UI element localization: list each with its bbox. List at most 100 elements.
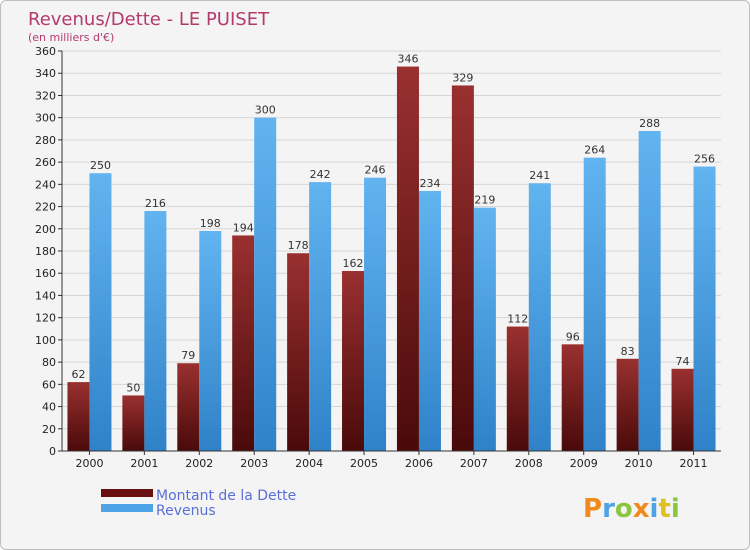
bar-dette-2002 (177, 363, 200, 451)
y-tick-label: 180 (35, 245, 56, 258)
x-tick-label-2003: 2003 (240, 457, 268, 470)
bar-revenus-2000 (89, 173, 112, 451)
data-label-dette-2007: 329 (452, 71, 473, 84)
data-label-revenus-2005: 246 (365, 164, 386, 177)
y-tick-label: 60 (42, 378, 56, 391)
bar-dette-2009 (561, 344, 584, 451)
data-label-revenus-2008: 241 (529, 169, 550, 182)
bar-revenus-2011 (693, 166, 716, 452)
data-label-revenus-2001: 216 (145, 197, 166, 210)
bar-dette-2010 (616, 358, 639, 451)
y-tick-label: 40 (42, 401, 56, 414)
bar-dette-2006 (396, 66, 419, 452)
y-tick-label: 200 (35, 223, 56, 236)
data-label-dette-2011: 74 (676, 355, 690, 368)
bar-dette-2003 (232, 235, 255, 451)
y-tick-label: 0 (49, 445, 56, 458)
data-label-dette-2010: 83 (621, 345, 635, 358)
data-label-revenus-2000: 250 (90, 159, 111, 172)
bar-dette-2008 (506, 326, 529, 451)
data-label-revenus-2006: 234 (419, 177, 440, 190)
x-tick-label-2001: 2001 (130, 457, 158, 470)
y-tick-label: 240 (35, 178, 56, 191)
brand-letter: i (650, 494, 659, 524)
data-label-dette-2009: 96 (566, 330, 580, 343)
x-tick-label-2002: 2002 (185, 457, 213, 470)
bar-dette-2000 (67, 382, 90, 451)
legend: Montant de la Dette Revenus (101, 488, 296, 519)
bar-revenus-2003 (254, 117, 277, 452)
x-tick-label-2005: 2005 (350, 457, 378, 470)
data-label-dette-2008: 112 (507, 313, 528, 326)
bar-dette-2004 (287, 253, 310, 451)
data-label-revenus-2002: 198 (200, 217, 221, 230)
x-tick-label-2008: 2008 (515, 457, 543, 470)
bar-revenus-2002 (199, 231, 222, 451)
brand-letter: r (602, 494, 615, 524)
bar-revenus-2008 (528, 183, 551, 451)
bar-revenus-2004 (309, 182, 332, 451)
data-label-revenus-2003: 300 (255, 104, 276, 117)
brand-letter: o (615, 494, 633, 524)
y-tick-label: 120 (35, 312, 56, 325)
data-label-revenus-2010: 288 (639, 117, 660, 130)
bar-dette-2011 (671, 368, 694, 451)
brand-letter: i (671, 494, 680, 524)
y-tick-label: 220 (35, 201, 56, 214)
data-labels: 62 250 50 216 79 198 194 300 178 242 162 246 346 234 3… (71, 53, 715, 395)
bar-dette-2001 (122, 395, 145, 451)
y-tick-label: 80 (42, 356, 56, 369)
x-tick-label-2011: 2011 (680, 457, 708, 470)
y-tick-label: 280 (35, 134, 56, 147)
grid-lines (62, 50, 721, 452)
data-label-revenus-2011: 256 (694, 153, 715, 166)
bar-revenus-2006 (418, 191, 441, 451)
bar-revenus-2005 (364, 177, 387, 451)
data-label-revenus-2007: 219 (474, 194, 495, 207)
data-label-dette-2002: 79 (181, 349, 195, 362)
bar-revenus-2001 (144, 211, 167, 451)
y-tick-label: 340 (35, 67, 56, 80)
y-tick-label: 320 (35, 89, 56, 102)
bar-revenus-2007 (473, 207, 496, 451)
legend-swatch-revenus (101, 504, 153, 512)
x-tick-label-2006: 2006 (405, 457, 433, 470)
bar-revenus-2010 (638, 131, 661, 451)
y-tick-label: 300 (35, 112, 56, 125)
bar-dette-2007 (451, 85, 474, 451)
x-tick-label-2000: 2000 (75, 457, 103, 470)
data-label-dette-2005: 162 (343, 257, 364, 270)
brand-letter: P (583, 494, 602, 524)
data-label-revenus-2009: 264 (584, 144, 605, 157)
bar-dette-2005 (342, 271, 365, 451)
legend-swatch-dette (101, 489, 153, 497)
y-tick-label: 20 (42, 423, 56, 436)
data-label-dette-2001: 50 (126, 381, 140, 394)
data-label-dette-2006: 346 (397, 53, 418, 66)
y-tick-label: 160 (35, 267, 56, 280)
data-label-dette-2000: 62 (71, 368, 85, 381)
bar-revenus-2009 (583, 157, 606, 451)
x-tick-label-2009: 2009 (570, 457, 598, 470)
legend-label-dette: Montant de la Dette (156, 488, 296, 504)
data-label-dette-2004: 178 (288, 239, 309, 252)
bars (67, 66, 716, 452)
x-axis-ticks: 2000 2001 2002 2003 2004 2005 2006 2007 2008 2009… (75, 451, 708, 470)
brand-letter: x (633, 494, 650, 524)
chart-subtitle: (en milliers d'€) (28, 31, 114, 44)
y-axis-ticks: 0 20 40 60 80 100 120 140 160 180 200 220 240 260 280 3… (35, 45, 62, 458)
proxiti-logo: Proxiti (583, 494, 680, 524)
chart-title: Revenus/Dette - LE PUISET (28, 9, 270, 30)
y-tick-label: 140 (35, 289, 56, 302)
brand-letter: t (658, 494, 670, 524)
data-label-dette-2003: 194 (233, 221, 254, 234)
x-tick-label-2004: 2004 (295, 457, 323, 470)
x-tick-label-2007: 2007 (460, 457, 488, 470)
legend-label-revenus: Revenus (156, 503, 216, 519)
y-tick-label: 360 (35, 45, 56, 58)
y-tick-label: 100 (35, 334, 56, 347)
y-tick-label: 260 (35, 156, 56, 169)
data-label-revenus-2004: 242 (310, 168, 331, 181)
